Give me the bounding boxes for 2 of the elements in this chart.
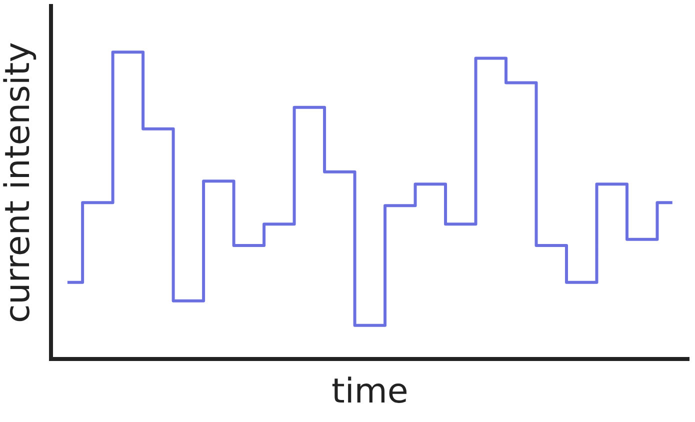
y-axis-title: current intensity — [0, 42, 38, 324]
x-axis-title: time — [331, 371, 408, 412]
